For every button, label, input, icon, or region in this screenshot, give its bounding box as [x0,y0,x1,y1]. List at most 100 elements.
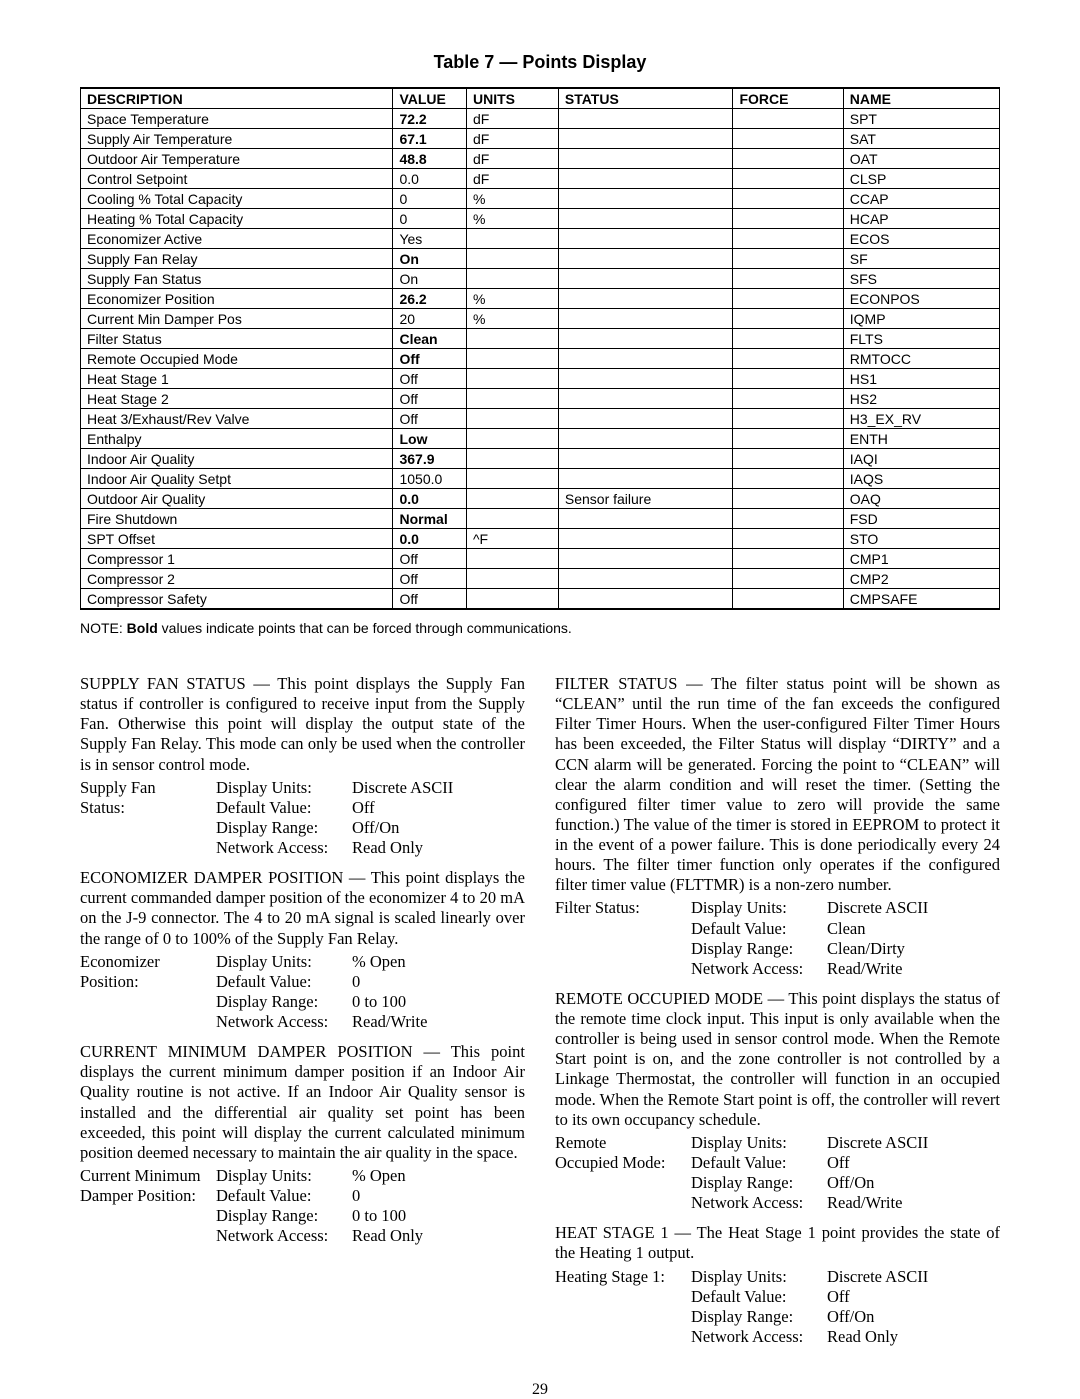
cmd-label-l2: Damper Position: [80,1186,196,1205]
cell-force [733,469,843,489]
right-column: FILTER STATUS — The filter status point … [555,674,1000,1357]
eco-label-l2: Position: [80,972,139,991]
rmt-du: Discrete ASCII [827,1133,928,1152]
rmt-na: Read/Write [827,1193,902,1212]
cmd-dv-lbl: Default Value: [216,1186,311,1205]
cell-status [558,429,733,449]
table-row: Compressor SafetyOffCMPSAFE [81,589,1000,610]
cell-status [558,229,733,249]
cell-force [733,369,843,389]
cell-desc: Indoor Air Quality Setpt [81,469,393,489]
cell-value: Low [393,429,467,449]
cell-desc: Economizer Position [81,289,393,309]
cell-status [558,389,733,409]
cell-name: SFS [843,269,999,289]
para-hs1: HEAT STAGE 1 — The Heat Stage 1 point pr… [555,1223,1000,1263]
cell-name: CMP1 [843,549,999,569]
cell-value: 0.0 [393,169,467,189]
sfs-label-l2: Status: [80,798,125,817]
cell-status [558,109,733,129]
cell-value: 48.8 [393,149,467,169]
cell-desc: Heat Stage 1 [81,369,393,389]
cell-name: ECOS [843,229,999,249]
column-header: VALUE [393,88,467,109]
cell-name: OAT [843,149,999,169]
cell-value: Off [393,409,467,429]
note-rest: values indicate points that can be force… [158,620,572,636]
cell-units [466,409,558,429]
cell-status [558,189,733,209]
cmd-dr: 0 to 100 [352,1206,406,1225]
cell-name: CLSP [843,169,999,189]
column-header: NAME [843,88,999,109]
cell-status [558,589,733,610]
cell-name: HCAP [843,209,999,229]
cell-value: Yes [393,229,467,249]
cell-status [558,409,733,429]
cell-name: SAT [843,129,999,149]
cell-force [733,189,843,209]
cell-units: ^F [466,529,558,549]
column-header: STATUS [558,88,733,109]
cell-units: % [466,189,558,209]
cell-value: Normal [393,509,467,529]
cell-status [558,209,733,229]
cell-name: OAQ [843,489,999,509]
cell-force [733,169,843,189]
lead-cmd: CURRENT MINIMUM DAMPER POSITION [80,1042,413,1061]
cell-desc: Cooling % Total Capacity [81,189,393,209]
cell-force [733,489,843,509]
eco-du-lbl: Display Units: [216,952,312,971]
table-row: SPT Offset0.0^FSTO [81,529,1000,549]
cell-status [558,549,733,569]
cell-value: 0 [393,209,467,229]
hs1-dv: Off [827,1287,850,1306]
cell-name: RMTOCC [843,349,999,369]
cmd-na: Read Only [352,1226,423,1245]
para-eco: ECONOMIZER DAMPER POSITION — This point … [80,868,525,949]
cell-force [733,129,843,149]
table-row: Current Min Damper Pos20%IQMP [81,309,1000,329]
cell-status [558,169,733,189]
cell-name: IAQI [843,449,999,469]
cell-value: 20 [393,309,467,329]
lead-sfs: SUPPLY FAN STATUS [80,674,246,693]
spec-eco: Economizer Position: Display Units: Defa… [80,952,525,1033]
cell-units [466,369,558,389]
cell-status [558,289,733,309]
body-columns: SUPPLY FAN STATUS — This point displays … [80,674,1000,1357]
table-row: Fire ShutdownNormalFSD [81,509,1000,529]
cell-desc: Indoor Air Quality [81,449,393,469]
cmd-du-lbl: Display Units: [216,1166,312,1185]
cmd-dr-lbl: Display Range: [216,1206,318,1225]
hs1-na: Read Only [827,1327,898,1346]
rmt-du-lbl: Display Units: [691,1133,787,1152]
cell-value: Clean [393,329,467,349]
cell-units [466,449,558,469]
table-row: Economizer Position26.2%ECONPOS [81,289,1000,309]
cmd-dv: 0 [352,1186,360,1205]
cell-status [558,129,733,149]
cell-force [733,269,843,289]
cell-name: ENTH [843,429,999,449]
cell-status [558,329,733,349]
sfs-du: Discrete ASCII [352,778,453,797]
cell-units [466,269,558,289]
cmd-na-lbl: Network Access: [216,1226,328,1245]
text-flt: — The filter status point will be shown … [555,674,1000,894]
cell-units [466,229,558,249]
cell-desc: SPT Offset [81,529,393,549]
eco-dv-lbl: Default Value: [216,972,311,991]
sfs-dr-lbl: Display Range: [216,818,318,837]
left-column: SUPPLY FAN STATUS — This point displays … [80,674,525,1357]
cell-force [733,329,843,349]
cell-force [733,349,843,369]
cell-value: 1050.0 [393,469,467,489]
cell-force [733,149,843,169]
sfs-na-lbl: Network Access: [216,838,328,857]
cell-value: On [393,249,467,269]
cell-name: IAQS [843,469,999,489]
rmt-label-l2: Occupied Mode: [555,1153,665,1172]
cell-units [466,429,558,449]
cell-value: 0.0 [393,489,467,509]
